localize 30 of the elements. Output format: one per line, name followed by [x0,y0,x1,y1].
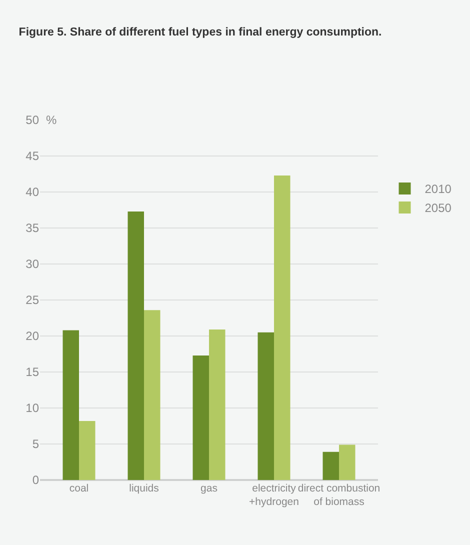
x-tick-label: electricity +hydrogen [249,482,300,508]
chart-title: Figure 5. Share of different fuel types in final energy consumption. [18,26,382,38]
y-tick-label: 20 [26,329,40,344]
legend-label: 2050 [424,201,452,216]
x-tick-label: direct combustion of biomass [298,482,380,508]
bar [128,211,144,480]
y-axis-title: % [46,113,57,127]
bar [339,444,356,480]
y-tick-label: 15 [26,365,40,380]
bar [62,330,79,480]
x-tick-label: gas [200,482,218,494]
bar [274,175,290,480]
y-tick-label: 30 [26,257,40,272]
x-tick-label: coal [69,482,89,494]
bar [258,332,274,480]
y-tick-label: 10 [26,401,40,416]
bar [144,310,160,480]
y-tick-label: 50 [26,113,40,128]
y-tick-label: 5 [32,437,40,452]
bar [79,420,96,480]
y-tick-label: 25 [26,293,40,308]
y-tick-label: 0 [32,473,40,488]
y-tick-label: 40 [26,185,40,200]
x-tick-label: liquids [129,482,159,494]
bar [322,452,339,480]
legend-label: 2010 [424,182,452,196]
y-tick-label: 45 [26,149,40,164]
bar [192,355,209,480]
bar [209,330,226,480]
y-tick-label: 35 [26,221,40,236]
